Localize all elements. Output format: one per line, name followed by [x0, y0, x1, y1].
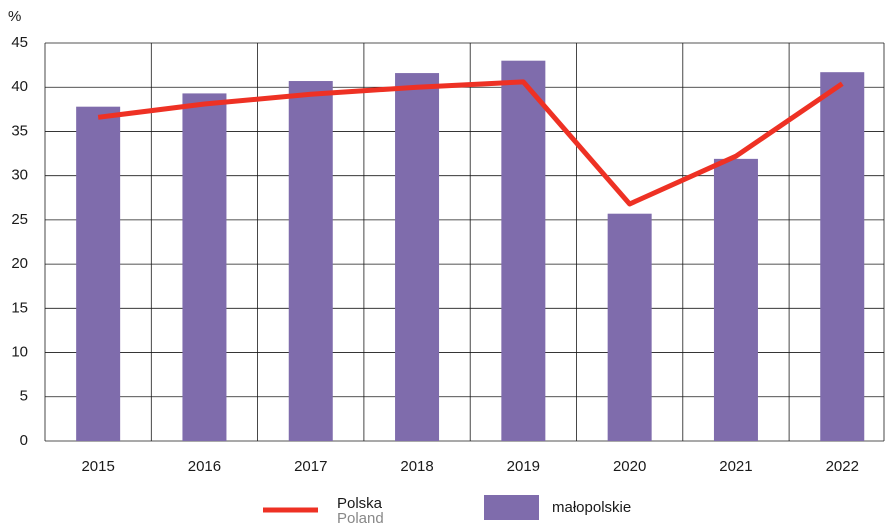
y-tick-label: 5: [20, 388, 28, 405]
legend-label: Polska: [337, 495, 383, 512]
y-tick-label: 0: [20, 432, 28, 449]
y-tick-label: 45: [11, 34, 28, 51]
x-tick-label: 2018: [400, 458, 433, 475]
line: [97, 79, 844, 207]
bar: [607, 213, 652, 441]
y-tick-label: 20: [11, 255, 28, 272]
x-tick-label: 2020: [613, 458, 646, 475]
y-tick-label: 30: [11, 167, 28, 184]
bar: [501, 60, 546, 441]
x-tick-label: 2017: [294, 458, 327, 475]
bar: [76, 106, 121, 442]
bar: [288, 81, 333, 441]
x-tick-label: 2019: [507, 458, 540, 475]
bar: [182, 93, 227, 441]
x-tick-label: 2022: [826, 458, 859, 475]
y-tick-label: 35: [11, 122, 28, 139]
y-tick-label: 25: [11, 211, 28, 228]
x-tick-label: 2015: [81, 458, 114, 475]
x-tick-label: 2021: [719, 458, 752, 475]
bar: [820, 72, 865, 441]
legend-label-en: Poland: [337, 510, 384, 527]
y-tick-label: 40: [11, 78, 28, 95]
y-tick-label: 10: [11, 344, 28, 361]
x-tick-label: 2016: [188, 458, 221, 475]
bar: [713, 158, 758, 441]
legend-label: małopolskie: [552, 499, 631, 516]
y-axis-label: %: [8, 8, 21, 25]
y-tick-label: 15: [11, 299, 28, 316]
legend-swatch: [484, 495, 539, 520]
bar: [395, 73, 440, 442]
